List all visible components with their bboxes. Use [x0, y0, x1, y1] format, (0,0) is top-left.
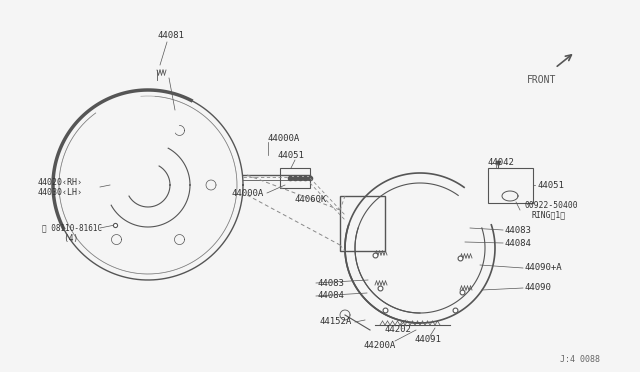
Text: 44051: 44051 [278, 151, 305, 160]
Text: 00922-50400: 00922-50400 [525, 201, 579, 209]
Text: (4): (4) [55, 234, 78, 243]
Text: 44090+A: 44090+A [525, 263, 563, 273]
Bar [488, 168, 533, 203]
Text: Ⓑ 08110-8161C: Ⓑ 08110-8161C [42, 224, 102, 232]
Text: 44202: 44202 [385, 326, 412, 334]
Text: 44091: 44091 [415, 336, 442, 344]
Text: 44200A: 44200A [364, 340, 396, 350]
Text: 44081: 44081 [158, 31, 185, 39]
Bar [340, 196, 385, 251]
Text: J:4 0088: J:4 0088 [560, 356, 600, 365]
Text: 44051: 44051 [538, 180, 565, 189]
Text: FRONT: FRONT [527, 75, 556, 85]
Text: 44000A: 44000A [232, 189, 264, 198]
Text: 44090: 44090 [525, 283, 552, 292]
Text: 44084: 44084 [505, 238, 532, 247]
Text: 44152A: 44152A [320, 317, 352, 327]
Polygon shape [55, 92, 190, 227]
Text: 44083: 44083 [318, 279, 345, 288]
Text: 44020‹RH›: 44020‹RH› [38, 177, 83, 186]
Text: 44083: 44083 [505, 225, 532, 234]
Text: 44030‹LH›: 44030‹LH› [38, 187, 83, 196]
Bar [280, 168, 310, 188]
Text: RING⁀1⁁: RING⁀1⁁ [532, 211, 566, 219]
Text: 44084: 44084 [318, 292, 345, 301]
Text: 44000A: 44000A [268, 134, 300, 142]
Text: 44042: 44042 [488, 157, 515, 167]
Text: 44060K: 44060K [295, 195, 327, 203]
